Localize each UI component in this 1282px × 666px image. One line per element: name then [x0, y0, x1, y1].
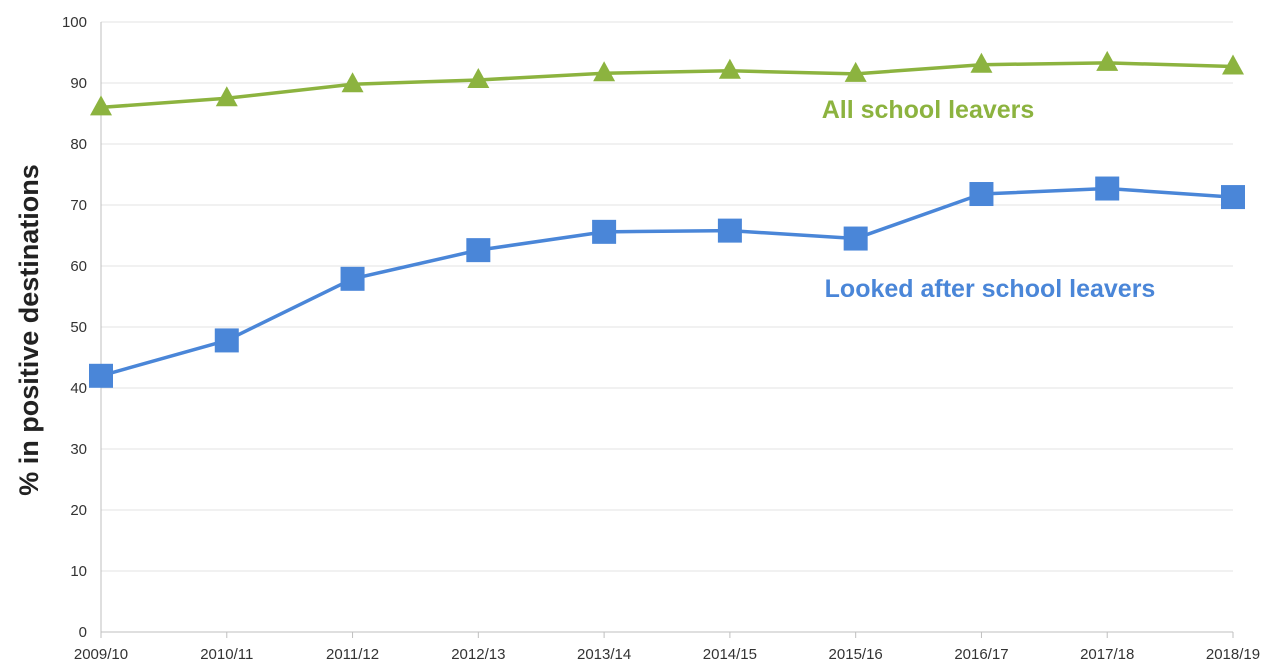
x-tick-label: 2013/14	[577, 646, 631, 663]
series-label-all-school-leavers: All school leavers	[822, 96, 1035, 124]
data-point-square	[214, 328, 239, 353]
x-tick-label: 2018/19	[1206, 646, 1260, 663]
x-tick-label: 2012/13	[451, 646, 505, 663]
x-tick-label: 2011/12	[326, 646, 379, 663]
x-tick-label: 2014/15	[703, 646, 757, 663]
series-line	[100, 61, 1234, 110]
data-point-square	[717, 218, 742, 243]
x-tick-label: 2010/11	[200, 646, 253, 663]
x-axis-ticks: 2009/10 2010/11 2011/12 2012/13 2013/14 2014/…	[74, 646, 1260, 663]
grid-lines	[101, 21, 1233, 572]
series-group	[89, 50, 1245, 388]
data-point-square	[969, 182, 994, 207]
data-point-square	[843, 226, 868, 251]
y-tick-label: 0	[79, 624, 87, 641]
x-tick-label: 2017/18	[1080, 646, 1134, 663]
data-point-square	[466, 238, 491, 263]
data-point-triangle	[593, 61, 616, 82]
axes	[100, 22, 1234, 638]
data-point-triangle	[341, 72, 364, 93]
y-tick-label: 60	[70, 258, 87, 275]
y-tick-label: 80	[70, 136, 87, 153]
y-tick-label: 70	[70, 197, 87, 214]
data-point-square	[1221, 185, 1245, 210]
x-tick-label: 2015/16	[829, 646, 883, 663]
y-axis-ticks: 0 10 20 30 40 50 60 70 80 90 100	[62, 14, 87, 641]
y-tick-label: 40	[70, 380, 87, 397]
data-point-square	[89, 363, 113, 388]
data-point-triangle	[844, 61, 867, 82]
data-point-triangle	[467, 67, 490, 88]
data-point-square	[1095, 176, 1120, 201]
data-point-triangle	[90, 95, 112, 116]
y-tick-label: 10	[70, 563, 87, 580]
y-tick-label: 90	[70, 75, 87, 92]
data-point-triangle	[970, 52, 993, 73]
series-1	[89, 176, 1245, 388]
x-tick-label: 2009/10	[74, 646, 128, 663]
data-point-triangle	[718, 58, 741, 79]
y-tick-label: 100	[62, 14, 87, 31]
series-line	[100, 186, 1234, 378]
x-tick-label: 2016/17	[954, 646, 1008, 663]
data-point-square	[592, 219, 617, 244]
series-label-looked-after-school-leavers: Looked after school leavers	[825, 275, 1156, 303]
data-point-square	[340, 266, 365, 291]
y-axis-label: % in positive destinations	[14, 164, 44, 496]
data-point-triangle	[1222, 54, 1244, 75]
y-tick-label: 30	[70, 441, 87, 458]
series-0	[90, 50, 1244, 116]
y-tick-label: 50	[70, 319, 87, 336]
y-tick-label: 20	[70, 502, 87, 519]
data-point-triangle	[215, 86, 238, 107]
data-point-triangle	[1096, 50, 1119, 71]
